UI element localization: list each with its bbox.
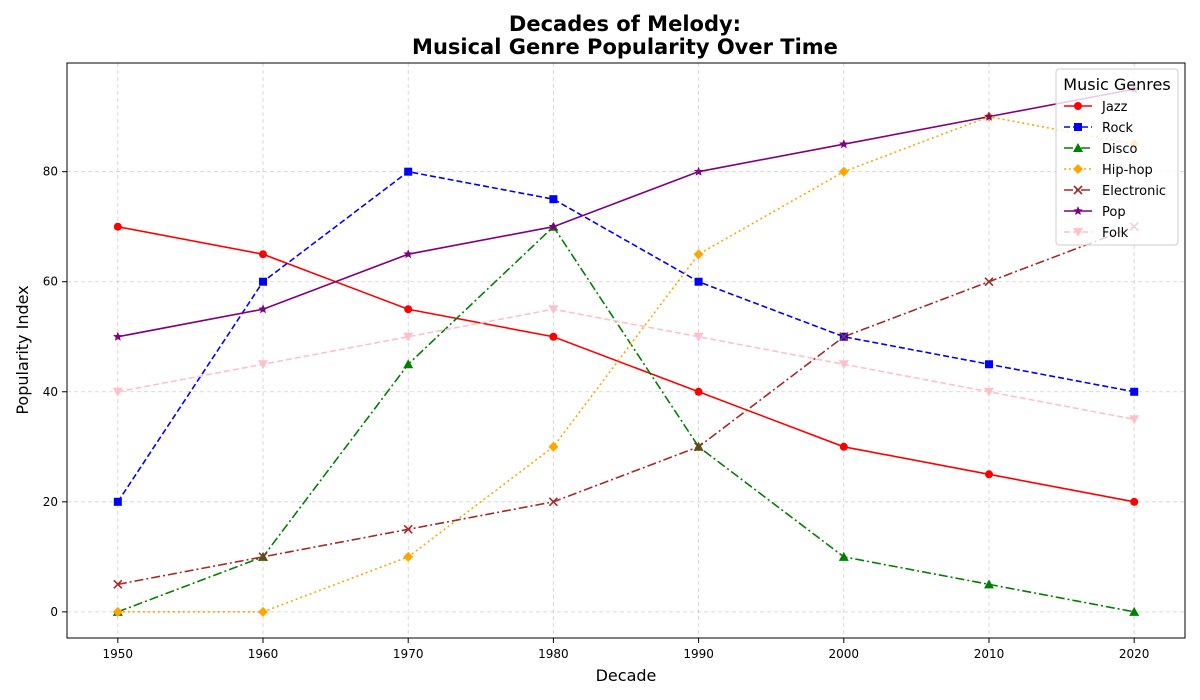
x-axis: 1950 1960 1970 1980 1990 2000 2010 2020 — [103, 638, 1150, 661]
data-point-pop — [113, 331, 123, 341]
x-tick-label: 1970 — [393, 647, 424, 661]
x-tick-label: 1950 — [103, 647, 134, 661]
y-tick-label: 0 — [50, 605, 58, 619]
data-point-pop — [839, 139, 849, 149]
data-point-rock — [984, 360, 993, 369]
data-point-jazz — [984, 470, 993, 479]
data-point-rock — [404, 167, 413, 176]
plot-frame — [66, 62, 1186, 639]
data-point-jazz — [694, 387, 703, 396]
y-axis-label: Popularity Index — [13, 285, 32, 414]
data-point-jazz — [839, 442, 848, 451]
legend-marker-pop — [1073, 206, 1083, 216]
legend-items: Jazz Rock Disco Hip-hop Electronic Pop Folk — [1064, 100, 1166, 241]
x-tick-label: 1990 — [683, 647, 714, 661]
series-line-pop — [117, 88, 1135, 338]
data-point-disco — [1129, 606, 1140, 616]
data-point-folk — [112, 387, 123, 397]
data-point-rock — [1130, 387, 1139, 396]
legend-label-disco: Disco — [1102, 142, 1138, 157]
x-tick-label: 2020 — [1119, 647, 1150, 661]
x-tick-label: 2010 — [974, 647, 1005, 661]
legend-box — [1055, 68, 1179, 246]
data-point-hip-hop — [403, 551, 414, 562]
legend-label-rock: Rock — [1102, 121, 1134, 136]
series-line-folk — [117, 308, 1135, 421]
legend-marker-disco — [1073, 143, 1083, 152]
series-line-jazz — [117, 225, 1135, 503]
data-point-pop — [258, 304, 268, 314]
data-point-rock — [259, 277, 268, 286]
legend-marker-jazz — [1074, 102, 1082, 110]
data-point-disco — [983, 579, 994, 589]
series-line-hip-hop — [117, 115, 1135, 613]
data-point-folk — [1129, 415, 1140, 425]
data-point-hip-hop — [112, 606, 123, 617]
data-point-disco — [403, 359, 414, 369]
y-tick-label: 20 — [43, 495, 58, 509]
data-point-folk — [693, 332, 704, 342]
series-markers — [112, 84, 1140, 617]
legend-label-pop: Pop — [1102, 205, 1126, 220]
y-tick-label: 40 — [43, 385, 58, 399]
data-point-folk — [548, 305, 559, 315]
data-point-disco — [838, 551, 849, 561]
data-point-pop — [693, 166, 704, 176]
data-point-hip-hop — [693, 249, 704, 260]
data-point-pop — [403, 249, 413, 259]
x-tick-label: 1960 — [248, 647, 279, 661]
series-line-rock — [117, 170, 1135, 503]
legend-marker-folk — [1073, 228, 1083, 237]
data-point-electronic — [548, 497, 558, 507]
legend-label-folk: Folk — [1102, 226, 1129, 241]
legend-marker-hip-hop — [1073, 164, 1083, 174]
data-point-electronic — [694, 442, 704, 452]
legend-marker-electronic — [1073, 185, 1083, 195]
data-point-jazz — [259, 250, 268, 259]
data-point-electronic — [113, 579, 123, 589]
series-lines — [117, 88, 1135, 613]
x-axis-label: Decade — [596, 666, 657, 685]
y-tick-label: 60 — [43, 275, 58, 289]
legend-label-jazz: Jazz — [1101, 100, 1128, 115]
legend-label-hip-hop: Hip-hop — [1102, 163, 1153, 178]
legend-marker-rock — [1074, 123, 1082, 131]
legend-label-electronic: Electronic — [1102, 184, 1166, 199]
data-point-jazz — [549, 332, 558, 341]
chart-title-line-1: Decades of Melody: — [509, 12, 741, 36]
grid-lines — [67, 63, 1185, 638]
data-point-rock — [113, 497, 122, 506]
data-point-pop — [548, 221, 559, 231]
y-axis: 0 20 40 60 80 — [43, 165, 67, 619]
data-point-hip-hop — [838, 166, 849, 177]
data-point-electronic — [839, 332, 849, 342]
data-point-folk — [403, 332, 414, 342]
data-point-jazz — [113, 222, 122, 231]
data-point-electronic — [403, 524, 413, 534]
data-point-rock — [694, 277, 703, 286]
data-point-folk — [838, 360, 849, 370]
data-point-folk — [983, 387, 994, 397]
legend-title: Music Genres — [1063, 75, 1170, 94]
data-point-hip-hop — [258, 606, 269, 617]
x-tick-label: 1980 — [538, 647, 569, 661]
data-point-pop — [984, 111, 994, 121]
data-point-jazz — [1130, 497, 1139, 506]
x-tick-label: 2000 — [829, 647, 860, 661]
legend: Music Genres Jazz Rock Disco Hip-hop Electro… — [1055, 68, 1179, 246]
series-line-electronic — [117, 225, 1135, 586]
data-point-jazz — [404, 305, 413, 314]
data-point-hip-hop — [548, 441, 559, 452]
data-point-electronic — [258, 552, 268, 562]
data-point-folk — [258, 360, 269, 370]
data-point-electronic — [984, 277, 994, 287]
series-line-disco — [117, 225, 1135, 613]
data-point-rock — [549, 195, 558, 204]
y-tick-label: 80 — [43, 165, 58, 179]
chart-title-line-2: Musical Genre Popularity Over Time — [412, 35, 838, 59]
